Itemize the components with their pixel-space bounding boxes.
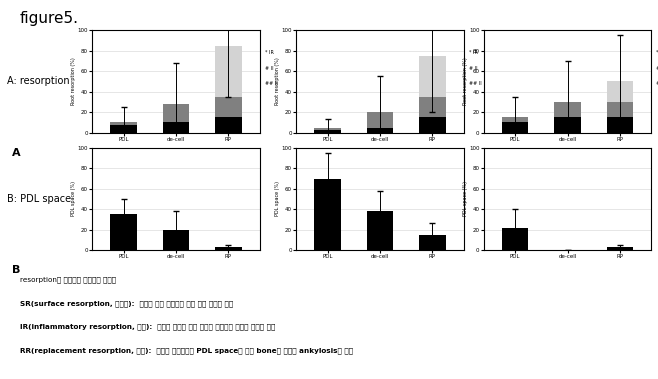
Text: B: B: [12, 265, 20, 276]
Bar: [111, 122, 137, 125]
Bar: [419, 235, 445, 250]
Bar: [419, 117, 445, 133]
Text: # II: # II: [657, 66, 658, 70]
Bar: [502, 122, 528, 133]
Text: Transmucosal: Transmucosal: [141, 14, 211, 22]
Bar: [555, 117, 580, 133]
Bar: [607, 117, 633, 133]
Bar: [419, 56, 445, 97]
Bar: [215, 117, 241, 133]
Bar: [315, 127, 341, 130]
Text: figure5.: figure5.: [20, 11, 79, 27]
Bar: [315, 130, 341, 133]
Text: # II: # II: [265, 66, 274, 70]
Y-axis label: PDL space (%): PDL space (%): [275, 182, 280, 216]
Text: IR(inflammatory resorption, 회색):  흡수가 깊어서 치근 형태를 변형시릴 정도로 진행된 형태: IR(inflammatory resorption, 회색): 흡수가 깊어서…: [20, 324, 275, 330]
Text: A: A: [12, 148, 20, 158]
Bar: [502, 228, 528, 250]
Text: # II: # II: [469, 66, 478, 70]
Text: RR(replacement resorption, 흰색):  흡수가 진행되면서 PDL space에 생긴 bone이 치근과 ankylosis된 형태: RR(replacement resorption, 흰색): 흡수가 진행되면…: [20, 347, 353, 354]
Bar: [607, 247, 633, 250]
Bar: [555, 102, 580, 117]
Bar: [111, 125, 137, 133]
Text: ## II: ## II: [265, 81, 278, 86]
Text: resorption을 세가지로 나누어서 계측함: resorption을 세가지로 나누어서 계측함: [20, 277, 116, 283]
Bar: [111, 215, 137, 250]
Bar: [215, 247, 241, 250]
Bar: [367, 211, 393, 250]
Text: A: resorption: A: resorption: [7, 77, 69, 86]
Bar: [215, 97, 241, 117]
Text: ## II: ## II: [657, 81, 658, 86]
Bar: [367, 127, 393, 133]
Y-axis label: Root resorption (%): Root resorption (%): [71, 58, 76, 105]
Bar: [502, 117, 528, 122]
Y-axis label: PDL space (%): PDL space (%): [463, 182, 468, 216]
Bar: [163, 230, 189, 250]
Bar: [607, 81, 633, 102]
Text: * IR: * IR: [469, 50, 478, 55]
Bar: [215, 45, 241, 97]
Text: * IR: * IR: [265, 50, 274, 55]
Text: defect: defect: [555, 14, 580, 22]
Text: B: PDL space: B: PDL space: [7, 194, 70, 204]
Bar: [315, 179, 341, 250]
Y-axis label: Root resorption (%): Root resorption (%): [275, 58, 280, 105]
Bar: [163, 122, 189, 133]
Bar: [607, 102, 633, 117]
Text: SR(surface resorption, 검은색):  흡수가 치근 표면에서 넓고 얼게 진행된 형태: SR(surface resorption, 검은색): 흡수가 치근 표면에서…: [20, 300, 233, 307]
Text: ## II: ## II: [469, 81, 482, 86]
Y-axis label: Root resorption (%): Root resorption (%): [463, 58, 468, 105]
Y-axis label: PDL space (%): PDL space (%): [71, 182, 76, 216]
Bar: [367, 112, 393, 127]
Bar: [419, 97, 445, 117]
Text: * IR: * IR: [657, 50, 658, 55]
Bar: [163, 104, 189, 122]
Text: non-defect: non-defect: [359, 14, 401, 22]
